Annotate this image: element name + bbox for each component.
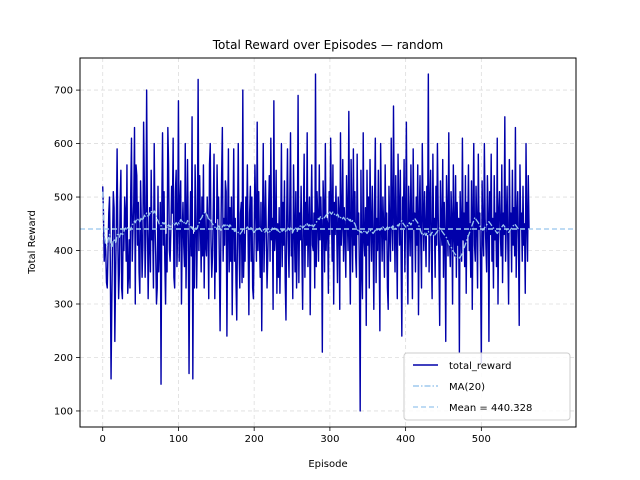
legend-label-total-reward: total_reward: [449, 361, 512, 372]
x-tick-label: 0: [100, 434, 106, 445]
y-tick-label: 200: [54, 353, 73, 364]
axes-frame: [79, 57, 577, 428]
x-tick-label: 300: [320, 434, 339, 445]
x-axis-title: Episode: [308, 459, 347, 470]
axis-ticks: 0 100 200 300 400 500 100 200 300 400 500 600 700: [54, 86, 491, 445]
x-tick-label: 400: [396, 434, 415, 445]
y-tick-label: 300: [54, 300, 73, 311]
y-tick-label: 400: [54, 246, 73, 257]
y-tick-label: 600: [54, 139, 73, 150]
y-tick-label: 500: [54, 193, 73, 204]
total-reward-line: [102, 73, 530, 412]
legend-label-ma: MA(20): [449, 382, 485, 393]
x-tick-label: 100: [169, 434, 188, 445]
chart-title: Total Reward over Episodes — random: [212, 38, 443, 52]
ma-20-line: [102, 191, 519, 260]
plot-area: [80, 73, 576, 412]
legend-label-mean: Mean = 440.328: [449, 403, 532, 414]
legend-box: [403, 352, 571, 421]
x-tick-label: 500: [472, 434, 491, 445]
x-tick-label: 200: [245, 434, 264, 445]
legend: total_reward MA(20) Mean = 440.328: [403, 352, 571, 421]
y-axis-title: Total Reward: [27, 210, 38, 275]
y-tick-label: 100: [54, 406, 73, 417]
y-tick-label: 700: [54, 86, 73, 97]
